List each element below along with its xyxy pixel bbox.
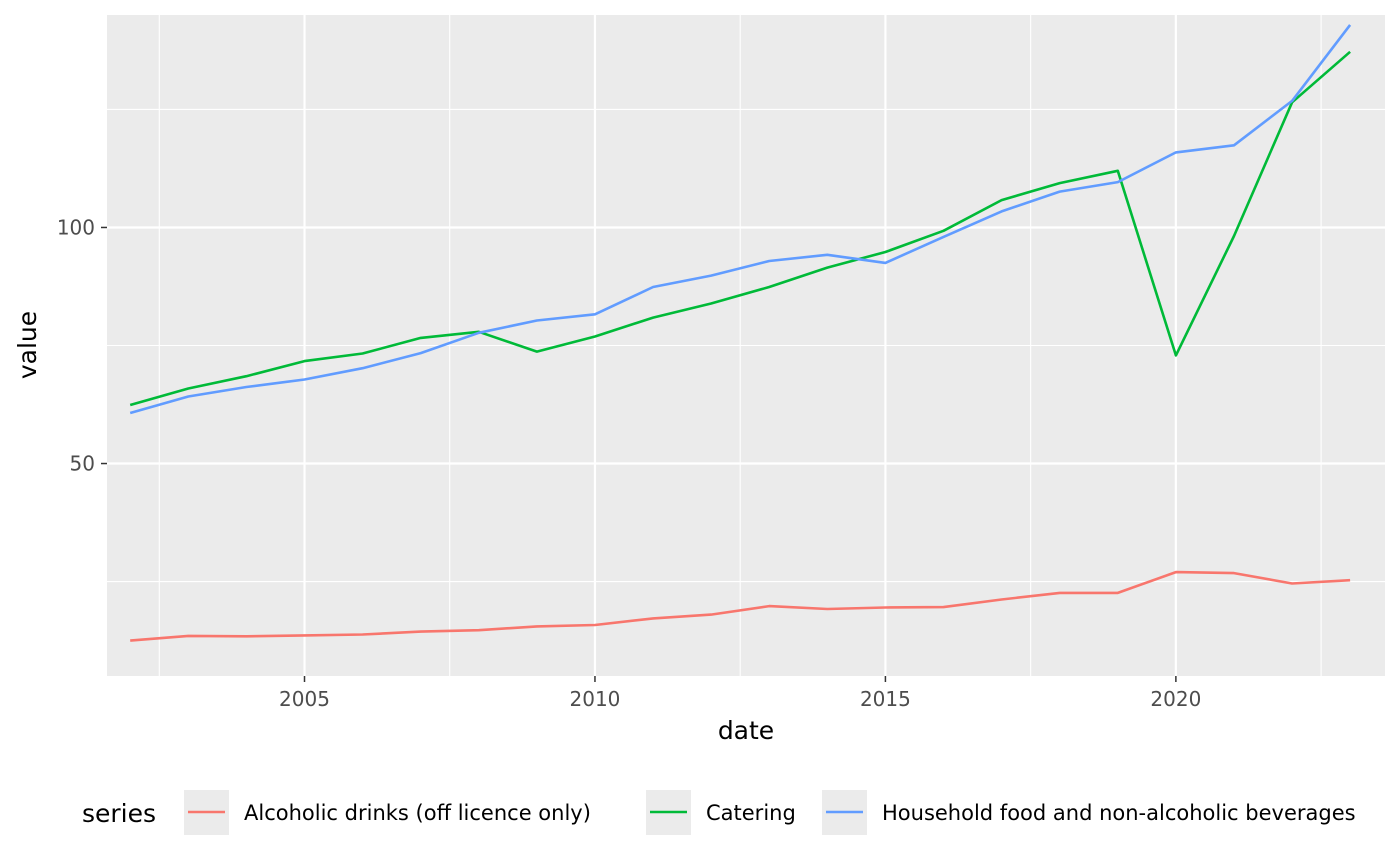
x-axis-title: date [718, 716, 774, 745]
y-tick-label: 100 [57, 215, 95, 239]
x-tick-label: 2010 [570, 687, 621, 711]
series-line-household [129, 24, 1352, 415]
series-lines [129, 24, 1352, 642]
legend-label-household: Household food and non-alcoholic beverag… [882, 801, 1356, 825]
y-axis-title: value [13, 311, 42, 379]
x-tick-label: 2015 [860, 687, 911, 711]
x-tick-label: 2020 [1150, 687, 1201, 711]
legend-label-catering: Catering [706, 801, 796, 825]
x-tick-label: 2005 [279, 687, 330, 711]
series-line-alcohol [130, 570, 1351, 642]
x-axis-ticks: 2005 2010 2015 2020 [279, 676, 1201, 711]
legend: series Alcoholic drinks (off licence onl… [82, 790, 1356, 835]
legend-title: series [82, 799, 156, 828]
y-tick-label: 50 [70, 452, 95, 476]
legend-label-alcohol: Alcoholic drinks (off licence only) [244, 801, 591, 825]
series-line-catering [129, 50, 1351, 407]
major-gridlines [107, 15, 1385, 676]
y-axis-ticks: 50 100 [57, 215, 107, 476]
